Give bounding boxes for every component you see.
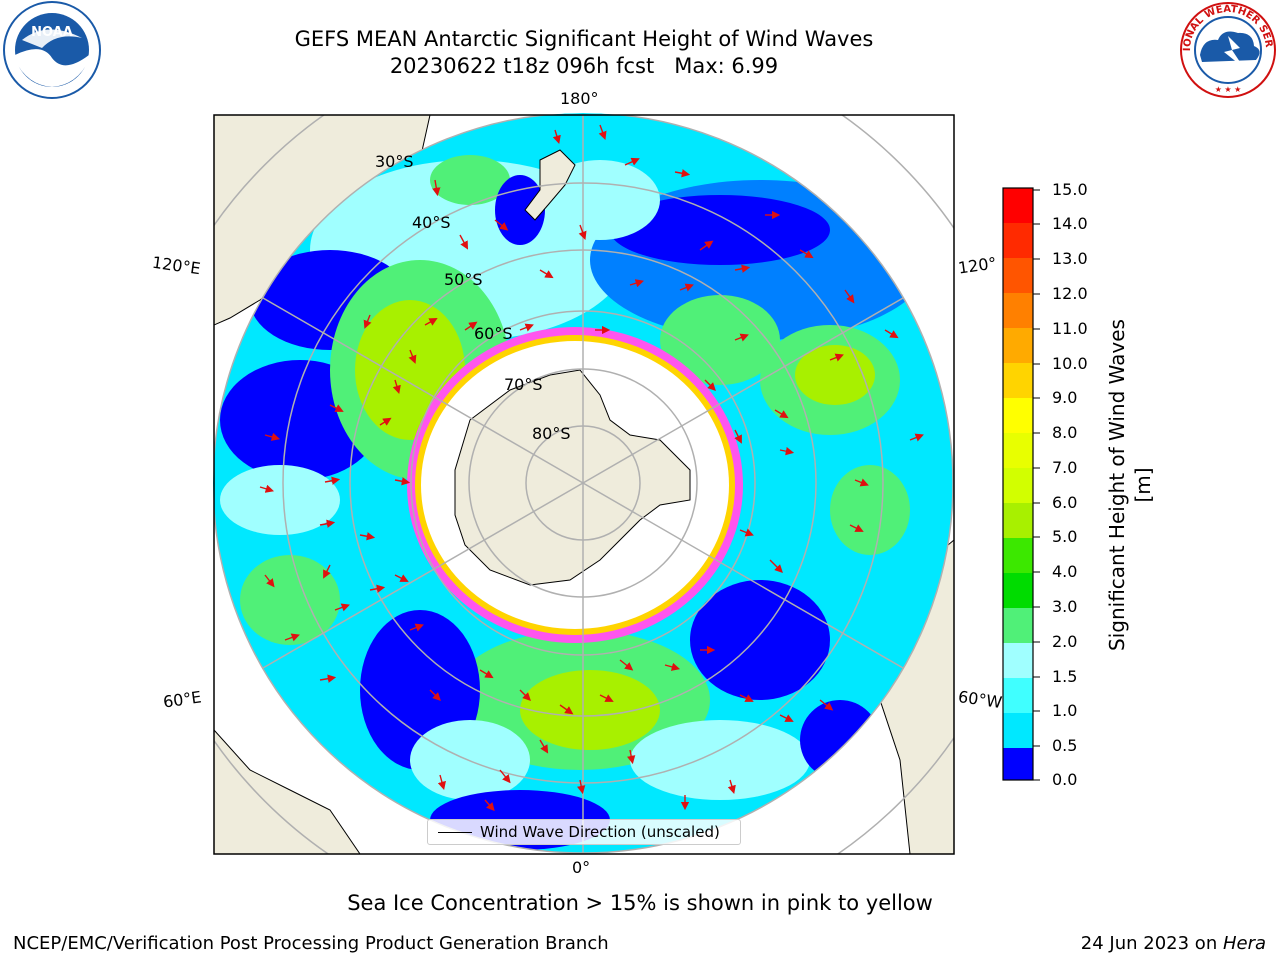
colorbar-swatch-1-5 xyxy=(1003,678,1033,713)
map-legend: Wind Wave Direction (unscaled) xyxy=(427,819,741,845)
colorbar-swatch-3 xyxy=(1003,608,1033,643)
lat-label-80s: 80°S xyxy=(532,424,571,443)
colorbar-tick: 5.0 xyxy=(1052,527,1078,546)
colorbar-tick: 10.0 xyxy=(1052,354,1088,373)
colorbar-tick: 1.0 xyxy=(1052,701,1078,720)
colorbar-swatch-14 xyxy=(1003,223,1033,258)
legend-label: Wind Wave Direction (unscaled) xyxy=(480,823,720,841)
colorbar-swatch-2 xyxy=(1003,643,1033,678)
colorbar-swatch-7 xyxy=(1003,468,1033,503)
colorbar-swatch-1 xyxy=(1003,713,1033,748)
colorbar-swatch-5 xyxy=(1003,538,1033,573)
colorbar-tick: 2.0 xyxy=(1052,632,1078,651)
colorbar-tick: 4.0 xyxy=(1052,562,1078,581)
colorbar-label: Significant Height of Wind Waves [m] xyxy=(1105,319,1155,651)
colorbar-tick: 9.0 xyxy=(1052,388,1078,407)
colorbar-tick: 0.5 xyxy=(1052,736,1078,755)
legend-line-swatch xyxy=(438,831,472,833)
chart-title-line2: 20230622 t18z 096h fcst Max: 6.99 xyxy=(389,54,779,78)
sea-ice-note: Sea Ice Concentration > 15% is shown in … xyxy=(347,891,933,915)
lat-label-60s: 60°S xyxy=(474,324,513,343)
lon-label-0: 0° xyxy=(572,858,591,877)
colorbar xyxy=(1002,187,1040,781)
colorbar-tick: 7.0 xyxy=(1052,458,1078,477)
svg-text:NOAA: NOAA xyxy=(31,25,73,40)
colorbar-tick: 3.0 xyxy=(1052,597,1078,616)
colorbar-swatch-15 xyxy=(1003,188,1033,223)
colorbar-tick: 6.0 xyxy=(1052,493,1078,512)
graticule xyxy=(214,115,954,854)
colorbar-tick: 14.0 xyxy=(1052,214,1088,233)
chart-title-line1: GEFS MEAN Antarctic Significant Height o… xyxy=(294,27,874,51)
lon-label-180: 180° xyxy=(560,89,599,108)
colorbar-swatch-8 xyxy=(1003,433,1033,468)
colorbar-swatch-12 xyxy=(1003,293,1033,328)
nws-logo: NATIONAL WEATHER SERVICE ★ ★ ★ xyxy=(1178,0,1276,98)
colorbar-tick: 11.0 xyxy=(1052,319,1088,338)
colorbar-tick: 8.0 xyxy=(1052,423,1078,442)
lat-label-70s: 70°S xyxy=(504,375,543,394)
lat-label-40s: 40°S xyxy=(412,213,451,232)
footer-machine: Hera xyxy=(1222,933,1266,954)
colorbar-tick: 0.0 xyxy=(1052,770,1078,789)
footer-branch: NCEP/EMC/Verification Post Processing Pr… xyxy=(13,933,609,954)
map-frame xyxy=(213,114,955,855)
lat-label-50s: 50°S xyxy=(444,270,483,289)
colorbar-tick: 13.0 xyxy=(1052,249,1088,268)
noaa-logo: NOAA xyxy=(3,1,101,99)
footer-date: 24 Jun 2023 on Hera xyxy=(1081,933,1266,954)
colorbar-tick: 12.0 xyxy=(1052,284,1088,303)
colorbar-swatch-9 xyxy=(1003,398,1033,433)
colorbar-tick: 15.0 xyxy=(1052,180,1088,199)
colorbar-swatch-11 xyxy=(1003,328,1033,363)
colorbar-swatch-6 xyxy=(1003,503,1033,538)
footer-date-text: 24 Jun 2023 on xyxy=(1080,933,1223,954)
colorbar-tick: 1.5 xyxy=(1052,667,1078,686)
colorbar-swatch-13 xyxy=(1003,258,1033,293)
wind-direction-arrows xyxy=(259,124,924,812)
colorbar-swatch-10 xyxy=(1003,363,1033,398)
svg-text:★ ★ ★: ★ ★ ★ xyxy=(1215,85,1242,94)
colorbar-swatch-4 xyxy=(1003,573,1033,608)
lat-label-30s: 30°S xyxy=(375,152,414,171)
